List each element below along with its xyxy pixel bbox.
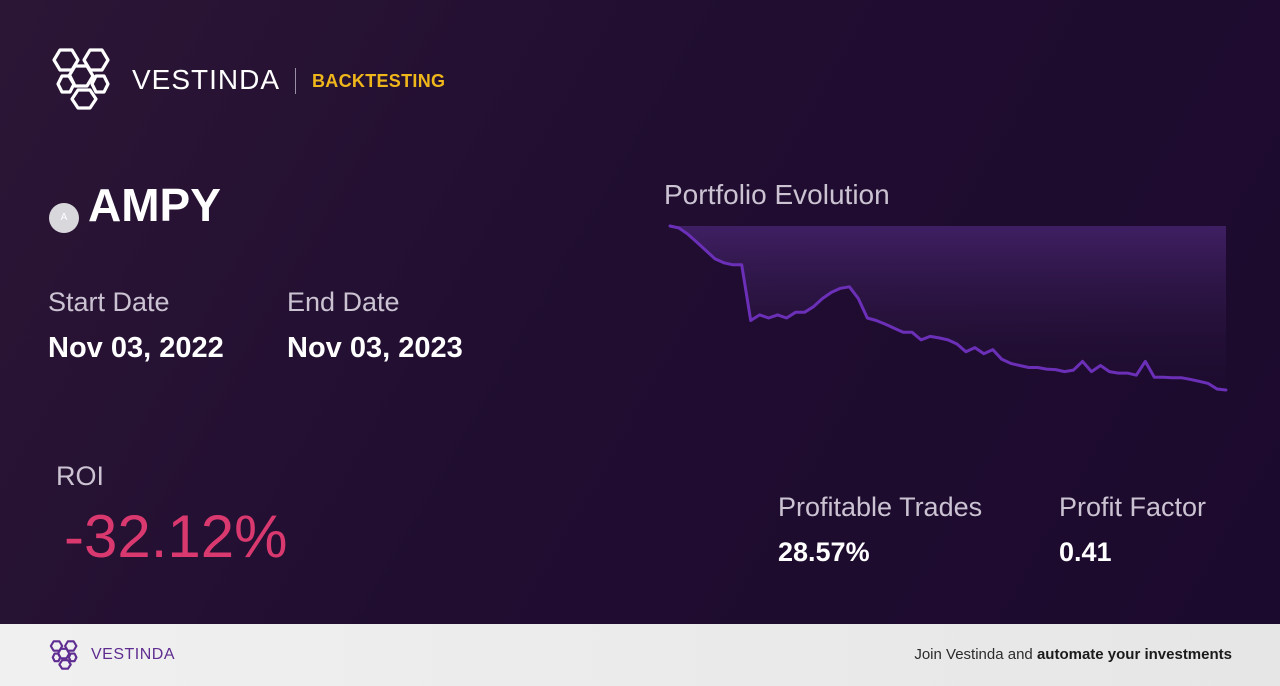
end-date-label: End Date (287, 287, 400, 317)
profitable-trades-value: 28.57% (778, 537, 870, 567)
profit-factor-label: Profit Factor (1059, 492, 1207, 522)
footer-cta[interactable]: Join Vestinda and automate your investme… (914, 646, 1232, 663)
end-date-value: Nov 03, 2023 (287, 332, 463, 364)
footer-bar: VESTINDA Join Vestinda and automate your… (0, 624, 1280, 686)
roi-value: -32.12% (64, 503, 288, 570)
profitable-trades-label: Profitable Trades (778, 492, 983, 522)
section-tag: BACKTESTING (312, 71, 446, 91)
portfolio-line (668, 224, 1228, 392)
roi-label: ROI (56, 461, 105, 491)
footer-cta-bold: automate your investments (1036, 646, 1232, 663)
vestinda-logo-icon (52, 48, 110, 110)
ticker-symbol: AMPY (88, 179, 221, 231)
profit-factor-value: 0.41 (1059, 537, 1112, 567)
footer-brand: VESTINDA (91, 646, 176, 663)
footer-cta-prefix: Join Vestinda and (914, 646, 1037, 663)
ticker-badge: A (49, 203, 79, 233)
chart-title: Portfolio Evolution (664, 179, 890, 210)
start-date-label: Start Date (48, 287, 170, 317)
header-divider (295, 68, 296, 94)
portfolio-area (670, 226, 1226, 390)
start-date-value: Nov 03, 2022 (48, 332, 224, 364)
vestinda-footer-logo-icon (49, 640, 78, 670)
portfolio-chart (668, 224, 1228, 392)
backtest-card: VESTINDA BACKTESTING A AMPY Start Date N… (48, 48, 1228, 570)
brand-name: VESTINDA (132, 64, 281, 95)
